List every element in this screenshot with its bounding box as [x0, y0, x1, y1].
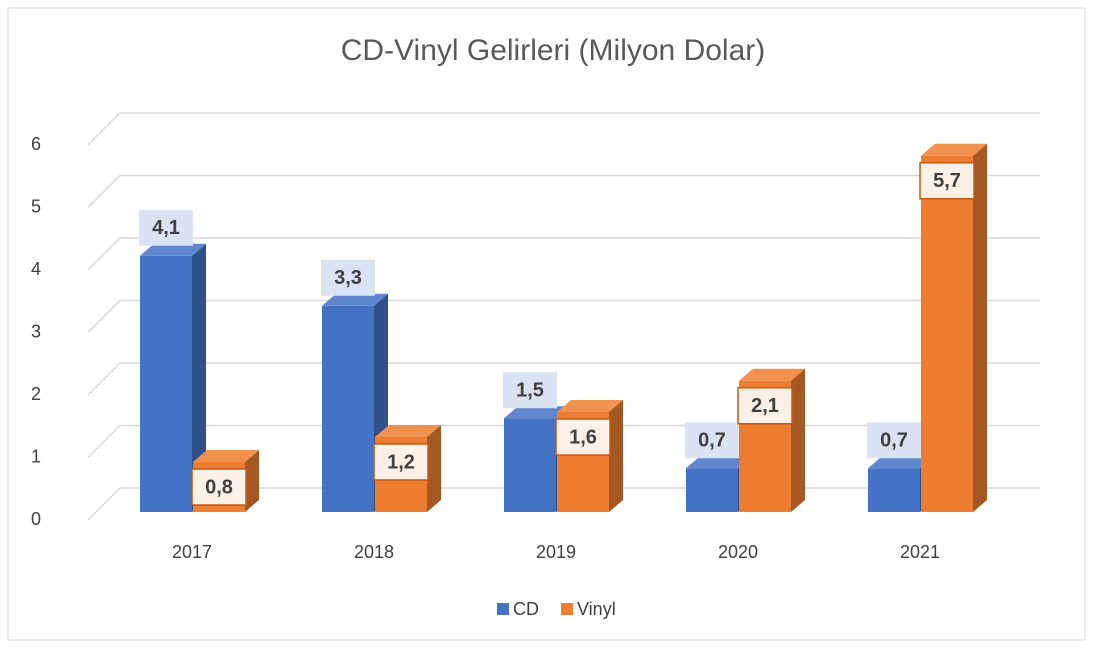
data-label: 1,2: [387, 451, 415, 473]
bar-front: [322, 305, 374, 512]
data-label-box: [737, 387, 793, 425]
bar-top: [375, 425, 441, 437]
y-tick-label: 5: [31, 196, 41, 216]
bar-top: [557, 400, 623, 412]
bar: [921, 143, 987, 512]
legend-label: CD: [513, 599, 539, 619]
y-tick-label: 0: [31, 509, 41, 529]
data-label: 3,3: [334, 267, 362, 289]
bar-top: [193, 450, 259, 462]
grid-line: [87, 299, 1040, 334]
data-label-box: [503, 372, 557, 409]
y-tick-label: 2: [31, 384, 41, 404]
y-tick-label: 4: [31, 259, 41, 279]
grid-line: [87, 237, 1040, 271]
bar-top: [739, 368, 805, 381]
bar-front: [921, 155, 973, 512]
bar-front: [686, 468, 738, 512]
x-tick-label: 2020: [718, 542, 758, 562]
bar-top: [322, 293, 388, 306]
data-label-box: [139, 209, 193, 246]
bar-front: [140, 255, 192, 512]
legend-label: Vinyl: [577, 599, 616, 619]
bar: [140, 243, 206, 512]
legend-swatch: [561, 603, 573, 615]
bar-side: [609, 400, 623, 512]
chart-title: CD-Vinyl Gelirleri (Milyon Dolar): [341, 34, 766, 67]
grid-line: [87, 362, 1040, 396]
bar-top: [686, 456, 752, 469]
data-label: 2,1: [751, 395, 779, 417]
x-tick-label: 2019: [536, 542, 576, 562]
bar: [557, 400, 623, 512]
data-label-box: [685, 422, 739, 459]
bar-side: [427, 425, 441, 512]
bar-front: [868, 468, 920, 512]
bar-side: [791, 368, 805, 512]
bar-side: [245, 450, 259, 512]
data-label-box: [867, 422, 921, 459]
data-label-box: [191, 468, 247, 506]
data-label-box: [919, 162, 975, 200]
bar-top: [868, 456, 934, 469]
bar-front: [504, 418, 556, 512]
y-tick-label: 6: [31, 134, 41, 154]
data-label-box: [321, 259, 375, 296]
data-label: 0,8: [205, 476, 233, 498]
bar-top: [140, 243, 206, 256]
x-tick-label: 2017: [172, 542, 212, 562]
bar-top: [921, 143, 987, 156]
grid-line: [87, 112, 1040, 146]
y-tick-label: 3: [31, 321, 41, 341]
data-label-box: [373, 443, 429, 481]
bar-top: [504, 406, 570, 419]
grid-line: [87, 174, 1040, 209]
data-label: 4,1: [152, 217, 180, 239]
bar: [686, 456, 752, 512]
bar-side: [973, 143, 987, 512]
y-tick-label: 1: [31, 446, 41, 466]
bar-side: [192, 243, 206, 512]
data-label-box: [555, 418, 611, 456]
x-tick-label: 2018: [354, 542, 394, 562]
data-label: 0,7: [880, 430, 908, 452]
data-label: 1,6: [569, 426, 597, 448]
data-label: 0,7: [698, 430, 726, 452]
legend-swatch: [497, 603, 509, 615]
x-tick-label: 2021: [900, 542, 940, 562]
data-label: 1,5: [516, 380, 544, 402]
data-label: 5,7: [933, 170, 961, 192]
